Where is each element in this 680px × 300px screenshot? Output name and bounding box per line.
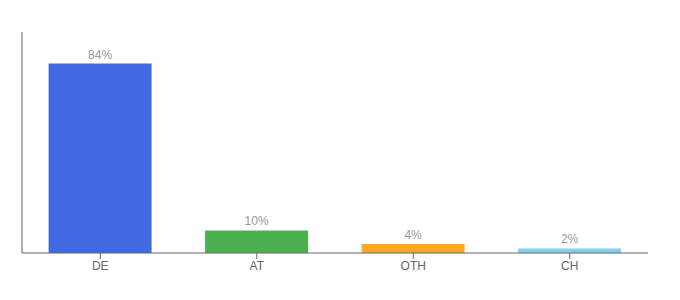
svg-text:2%: 2% bbox=[561, 232, 579, 246]
svg-text:OTH: OTH bbox=[401, 259, 426, 273]
svg-text:10%: 10% bbox=[245, 214, 269, 228]
svg-text:AT: AT bbox=[250, 259, 265, 273]
svg-text:DE: DE bbox=[92, 259, 109, 273]
svg-text:84%: 84% bbox=[88, 48, 112, 62]
svg-text:CH: CH bbox=[561, 259, 578, 273]
svg-text:4%: 4% bbox=[404, 228, 422, 242]
